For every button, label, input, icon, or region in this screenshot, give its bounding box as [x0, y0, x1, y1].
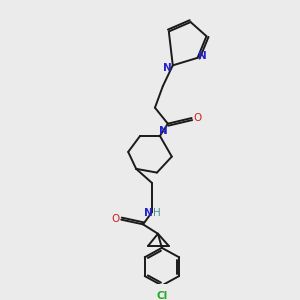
Text: H: H	[153, 208, 161, 218]
Text: N: N	[144, 208, 152, 218]
Text: Cl: Cl	[156, 291, 167, 300]
Text: O: O	[194, 113, 202, 123]
Text: N: N	[158, 126, 167, 136]
Text: N: N	[164, 63, 172, 73]
Text: O: O	[111, 214, 119, 224]
Text: N: N	[198, 51, 207, 61]
